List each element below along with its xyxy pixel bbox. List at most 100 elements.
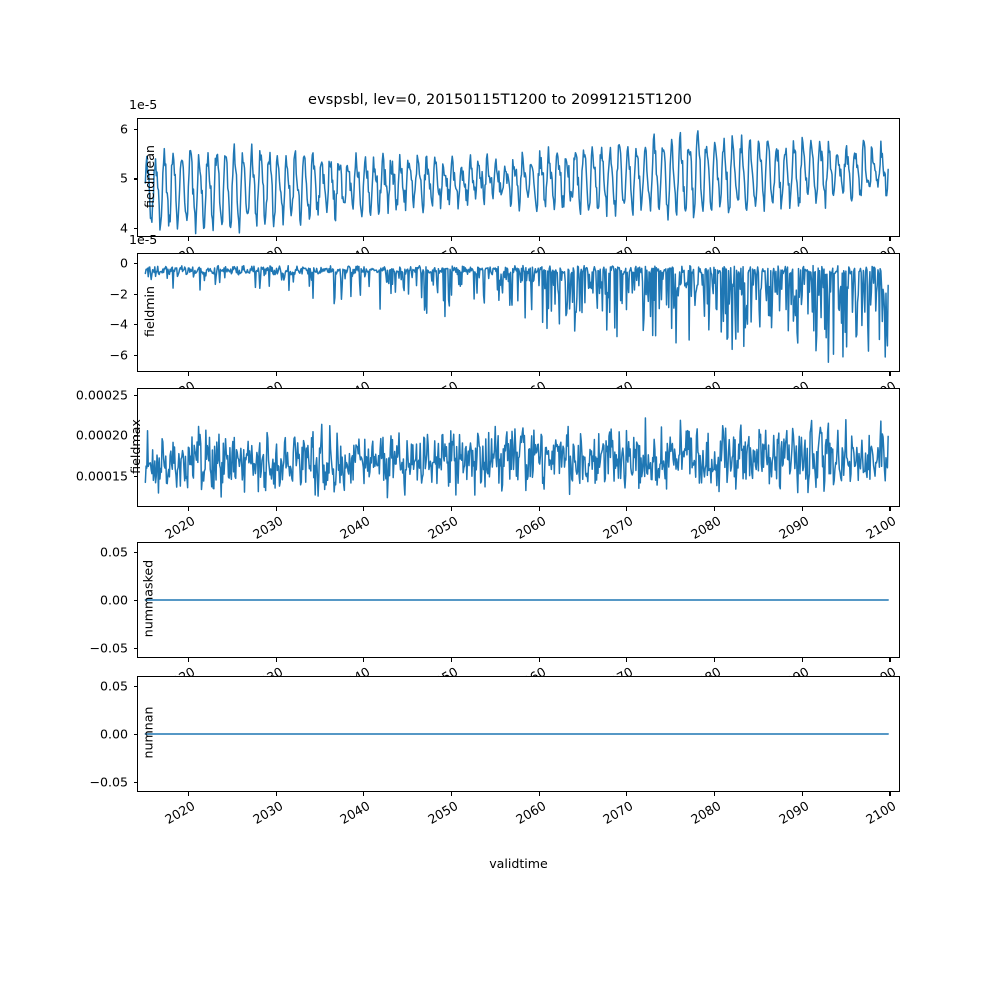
xtick-mark (626, 237, 628, 241)
xtick-mark (187, 237, 189, 241)
ytick-mark (133, 600, 137, 602)
ytick-mark (133, 648, 137, 650)
ytick-label: 0.05 (99, 678, 128, 694)
xtick-mark (889, 237, 891, 241)
xtick-mark (801, 792, 803, 796)
xtick-label: 2040 (337, 798, 373, 828)
xtick-mark (626, 658, 628, 662)
xtick-mark (363, 792, 365, 796)
ylabel-numnan: numnan (140, 706, 156, 759)
axes-numnan (137, 676, 900, 792)
xtick-mark (538, 507, 540, 511)
xtick-mark (714, 658, 716, 662)
ylabel-fieldmax: fieldmax (128, 418, 143, 474)
xtick-mark (363, 658, 365, 662)
ytick-label: −2 (109, 286, 128, 302)
xtick-mark (538, 237, 540, 241)
xtick-mark (363, 237, 365, 241)
xtick-mark (450, 507, 453, 511)
xtick-mark (450, 658, 453, 662)
plot-area-fieldmean (144, 130, 889, 235)
ylabel-fieldmin: fieldmin (142, 285, 157, 337)
xtick-label: 2060 (512, 798, 549, 828)
ytick-mark (133, 228, 137, 230)
xtick-label: 2080 (688, 798, 724, 828)
xtick-mark (538, 372, 540, 376)
xtick-mark (889, 658, 891, 662)
y-offset-text-fieldmin: 1e-5 (129, 232, 158, 247)
xtick-mark (275, 507, 277, 511)
xtick-mark (450, 792, 453, 796)
xtick-mark (187, 658, 189, 662)
xtick-label: 2020 (162, 798, 198, 828)
plot-area-numnan (144, 733, 889, 735)
xtick-mark (626, 372, 628, 376)
xtick-mark (801, 507, 803, 511)
ytick-mark (133, 355, 137, 357)
ytick-mark (133, 394, 137, 396)
xtick-mark (801, 658, 803, 662)
ytick-label: 0.00 (99, 726, 128, 742)
plot-area-nummasked (144, 599, 889, 601)
xtick-mark (626, 792, 628, 796)
plot-area-fieldmin (144, 264, 889, 364)
xtick-mark (801, 372, 803, 376)
ytick-mark (133, 128, 137, 130)
ytick-label: 0.05 (99, 544, 128, 560)
xtick-mark (801, 237, 803, 241)
xtick-mark (187, 792, 189, 796)
xtick-mark (538, 658, 540, 662)
xtick-mark (889, 507, 891, 511)
ytick-mark (133, 734, 137, 736)
line-fieldmin (144, 264, 889, 364)
ytick-mark (133, 685, 137, 687)
ytick-label: 0 (119, 255, 128, 271)
ytick-mark (133, 476, 137, 478)
xtick-label: 2070 (600, 798, 636, 828)
xtick-label: 2030 (249, 798, 286, 828)
xtick-mark (187, 507, 189, 511)
axes-nummasked (137, 542, 900, 658)
xtick-label: 2090 (775, 798, 812, 828)
axes-fieldmin (137, 253, 900, 372)
ytick-label: 4 (119, 220, 128, 236)
xtick-mark (450, 372, 453, 376)
ytick-label: −6 (109, 347, 128, 363)
axes-fieldmean (137, 118, 900, 237)
xlabel: validtime (489, 856, 548, 871)
ytick-mark (133, 435, 137, 437)
line-fieldmax (144, 417, 889, 499)
xtick-label: 2100 (863, 798, 899, 828)
ytick-label: 0.00020 (75, 427, 128, 443)
xtick-mark (889, 792, 891, 796)
ytick-label: −4 (109, 316, 128, 332)
plot-area-fieldmax (144, 417, 889, 499)
ytick-label: 0.00 (99, 592, 128, 608)
ytick-mark (133, 551, 137, 553)
xtick-label: 2050 (425, 798, 461, 828)
xtick-mark (714, 507, 716, 511)
xtick-mark (275, 237, 277, 241)
xtick-mark (538, 792, 540, 796)
xtick-mark (714, 237, 716, 241)
ytick-mark (133, 178, 137, 180)
figure-title: evspsbl, lev=0, 20150115T1200 to 2099121… (308, 92, 692, 108)
xtick-mark (714, 792, 716, 796)
ytick-mark (133, 262, 137, 265)
ytick-label: 5 (119, 170, 128, 186)
xtick-mark (714, 372, 716, 376)
ytick-label: 0.00025 (75, 387, 128, 403)
xtick-mark (275, 372, 277, 376)
ytick-mark (133, 293, 137, 295)
xtick-mark (187, 372, 189, 376)
line-fieldmean (144, 130, 889, 235)
xtick-mark (363, 372, 365, 376)
xtick-mark (626, 507, 628, 511)
axes-fieldmax (137, 388, 900, 507)
ytick-label: −0.05 (89, 774, 128, 790)
ytick-mark (133, 324, 137, 326)
xtick-mark (275, 792, 277, 796)
ytick-label: 0.00015 (75, 468, 128, 484)
ytick-mark (133, 782, 137, 784)
